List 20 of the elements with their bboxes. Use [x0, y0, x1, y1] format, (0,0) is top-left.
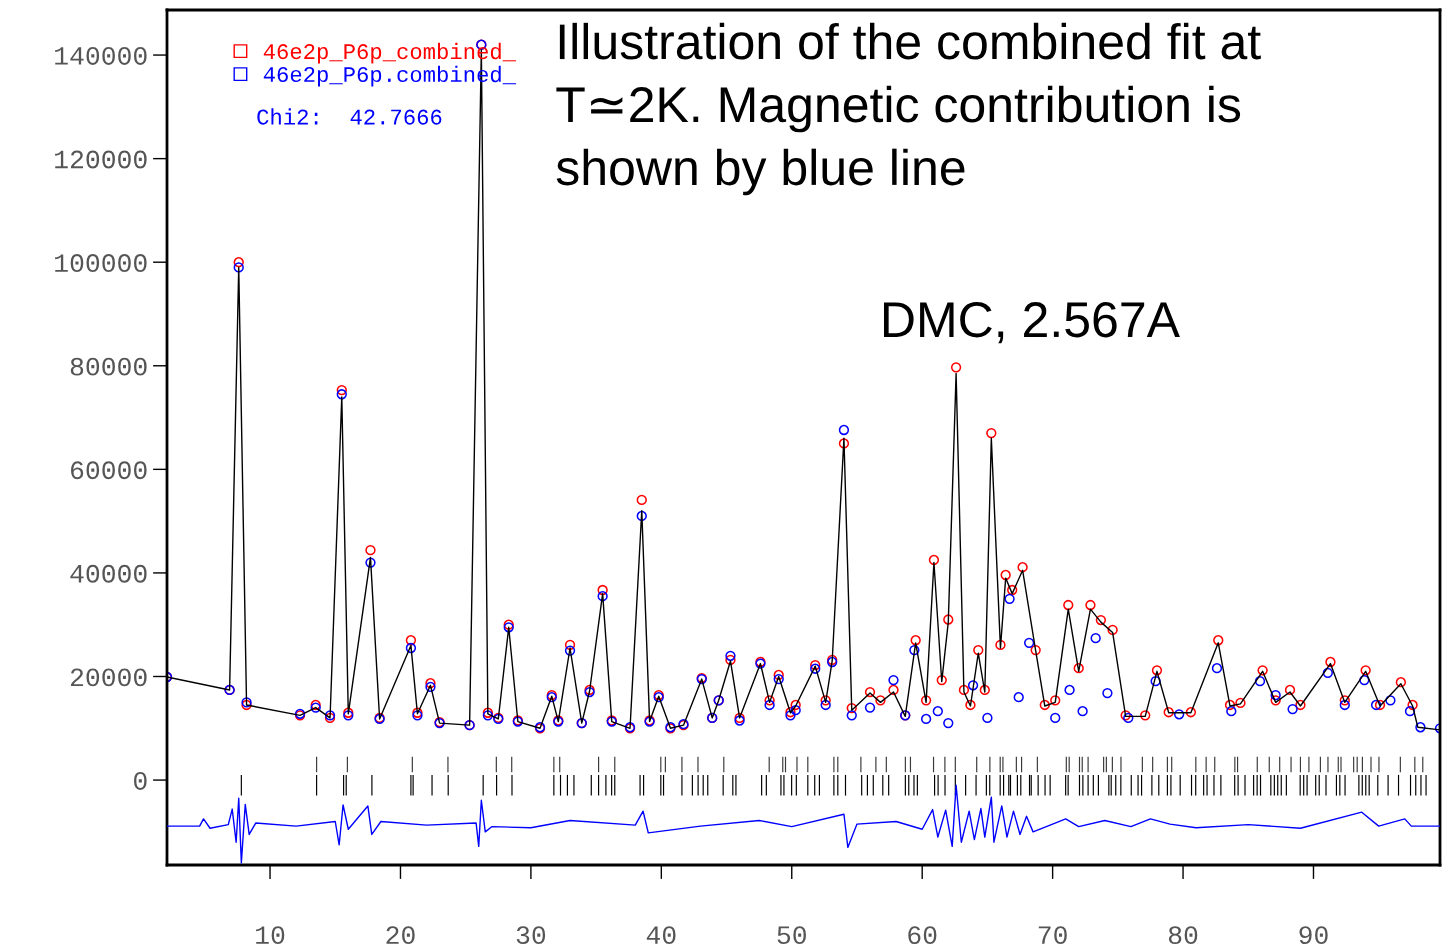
- y-tick-label: 20000: [70, 668, 147, 687]
- x-tick-label: 20: [386, 926, 415, 945]
- x-tick-label: 40: [646, 926, 676, 945]
- y-tick-label: 0: [134, 771, 147, 790]
- x-tick-label: 10: [256, 926, 285, 945]
- y-tick-label: 40000: [70, 564, 147, 583]
- y-tick-label: 100000: [55, 254, 147, 273]
- x-tick-label: 70: [1038, 926, 1067, 945]
- x-tick-label: 90: [1299, 926, 1328, 945]
- x-tick-label: 80: [1168, 926, 1198, 945]
- annotation: Chi2: 42.7666: [257, 108, 442, 125]
- annotation: Illustration of the combined fit at T≃2K. Magnetic contribution is shown by blue line: [556, 22, 1261, 196]
- x-tick-label: 30: [516, 926, 546, 945]
- y-tick-label: 80000: [70, 357, 147, 376]
- x-tick-label: 60: [908, 926, 937, 945]
- y-tick-label: 140000: [55, 46, 147, 65]
- x-tick-label: 50: [777, 926, 806, 945]
- annotation: DMC, 2.567A: [883, 302, 1180, 344]
- y-tick-label: 60000: [71, 461, 147, 480]
- y-tick-label: 120000: [55, 150, 147, 169]
